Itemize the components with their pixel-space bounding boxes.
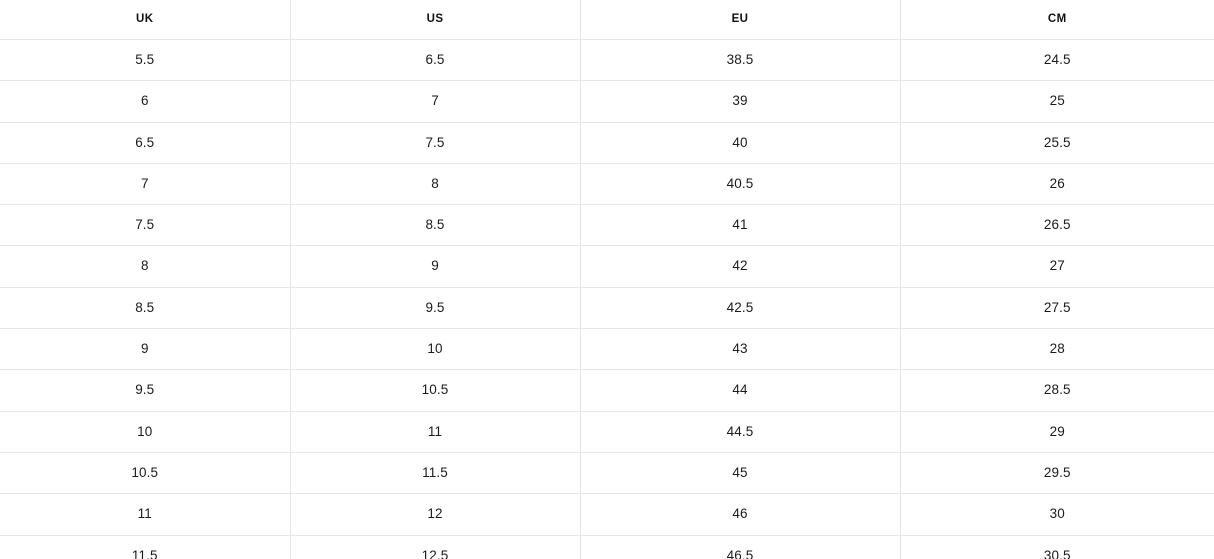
cell-us: 11.5 <box>290 452 581 495</box>
cell-us: 6.5 <box>290 39 581 82</box>
cell-uk: 8 <box>0 245 291 288</box>
cell-us: 11 <box>290 411 581 453</box>
column-header-us: US <box>290 0 581 40</box>
cell-uk: 5.5 <box>0 39 291 82</box>
table-row: 10 11 44.5 29 <box>0 411 1214 453</box>
cell-us: 12 <box>290 493 581 536</box>
cell-us: 10.5 <box>290 369 581 412</box>
cell-uk: 8.5 <box>0 287 291 330</box>
table-header: UK US EU CM <box>0 0 1214 40</box>
cell-cm: 29.5 <box>900 452 1214 495</box>
cell-uk: 10 <box>0 411 291 453</box>
column-header-cm: CM <box>900 0 1214 40</box>
table-row: 9 10 43 28 <box>0 328 1214 371</box>
table-row: 8.5 9.5 42.5 27.5 <box>0 287 1214 330</box>
table-row: 7 8 40.5 26 <box>0 163 1214 206</box>
cell-us: 7.5 <box>290 122 581 164</box>
cell-cm: 28.5 <box>900 369 1214 412</box>
cell-eu: 42 <box>580 245 901 288</box>
cell-eu: 45 <box>580 452 901 495</box>
table-row: 8 9 42 27 <box>0 245 1214 288</box>
cell-eu: 46 <box>580 493 901 536</box>
column-header-uk: UK <box>0 0 291 40</box>
table-body: 5.5 6.5 38.5 24.5 6 7 39 25 6.5 7.5 40 2… <box>0 39 1214 559</box>
cell-us: 9.5 <box>290 287 581 330</box>
cell-cm: 28 <box>900 328 1214 371</box>
cell-eu: 40 <box>580 122 901 164</box>
header-row: UK US EU CM <box>0 0 1214 40</box>
cell-cm: 25 <box>900 80 1214 123</box>
cell-uk: 11.5 <box>0 535 291 559</box>
cell-uk: 9 <box>0 328 291 371</box>
cell-uk: 11 <box>0 493 291 536</box>
cell-uk: 9.5 <box>0 369 291 412</box>
table-row: 9.5 10.5 44 28.5 <box>0 369 1214 412</box>
cell-eu: 38.5 <box>580 39 901 82</box>
cell-us: 9 <box>290 245 581 288</box>
cell-eu: 40.5 <box>580 163 901 206</box>
cell-eu: 43 <box>580 328 901 371</box>
cell-eu: 39 <box>580 80 901 123</box>
cell-eu: 44.5 <box>580 411 901 453</box>
cell-cm: 25.5 <box>900 122 1214 164</box>
cell-cm: 30.5 <box>900 535 1214 559</box>
cell-cm: 24.5 <box>900 39 1214 82</box>
cell-us: 8 <box>290 163 581 206</box>
column-header-eu: EU <box>580 0 901 40</box>
cell-uk: 7 <box>0 163 291 206</box>
cell-us: 8.5 <box>290 204 581 247</box>
table-row: 6.5 7.5 40 25.5 <box>0 122 1214 164</box>
cell-eu: 42.5 <box>580 287 901 330</box>
cell-us: 10 <box>290 328 581 371</box>
cell-eu: 46.5 <box>580 535 901 559</box>
table-row: 11 12 46 30 <box>0 493 1214 536</box>
cell-eu: 44 <box>580 369 901 412</box>
cell-cm: 30 <box>900 493 1214 536</box>
cell-cm: 26.5 <box>900 204 1214 247</box>
cell-eu: 41 <box>580 204 901 247</box>
table-row: 11.5 12.5 46.5 30.5 <box>0 535 1214 559</box>
cell-us: 12.5 <box>290 535 581 559</box>
cell-cm: 27 <box>900 245 1214 288</box>
table-row: 10.5 11.5 45 29.5 <box>0 452 1214 495</box>
table-row: 5.5 6.5 38.5 24.5 <box>0 39 1214 82</box>
table-row: 6 7 39 25 <box>0 80 1214 123</box>
cell-uk: 10.5 <box>0 452 291 495</box>
cell-us: 7 <box>290 80 581 123</box>
cell-uk: 6 <box>0 80 291 123</box>
table-row: 7.5 8.5 41 26.5 <box>0 204 1214 247</box>
cell-uk: 7.5 <box>0 204 291 247</box>
cell-uk: 6.5 <box>0 122 291 164</box>
cell-cm: 26 <box>900 163 1214 206</box>
cell-cm: 29 <box>900 411 1214 453</box>
cell-cm: 27.5 <box>900 287 1214 330</box>
